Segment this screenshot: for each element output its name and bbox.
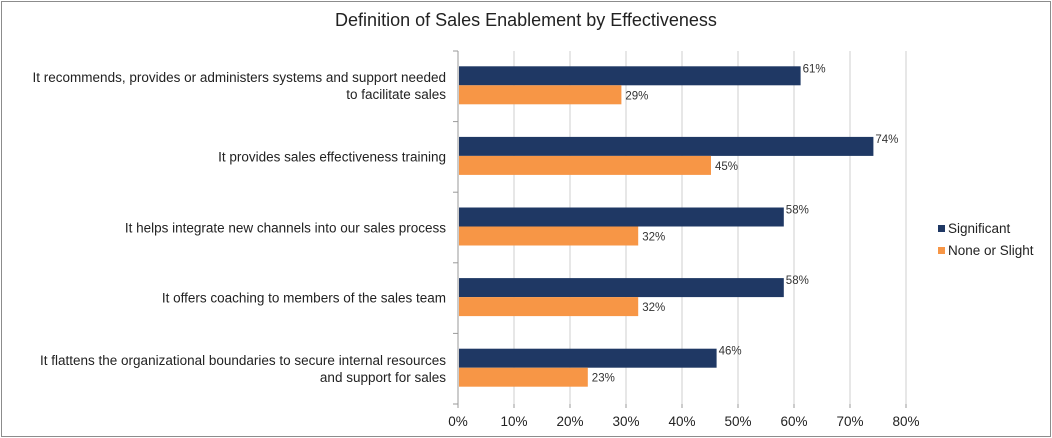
x-tick-label: 30%: [612, 414, 639, 429]
legend: Significant None or Slight: [938, 217, 1034, 261]
x-tick-label: 10%: [500, 414, 527, 429]
data-label: 74%: [875, 134, 898, 146]
bar-significant: [459, 207, 784, 227]
category-label-line: to facilitate sales: [346, 87, 446, 103]
legend-swatch: [938, 224, 945, 232]
category-label: It recommends, provides or administers s…: [33, 69, 446, 103]
bar-significant: [459, 136, 874, 156]
data-label: 58%: [786, 205, 809, 217]
data-label: 45%: [715, 161, 738, 173]
data-label: 32%: [642, 302, 665, 314]
x-tick-label: 50%: [724, 414, 751, 429]
data-label: 46%: [719, 346, 742, 358]
x-tick-label: 20%: [556, 414, 583, 429]
legend-item: Significant: [938, 217, 1034, 239]
legend-label: None or Slight: [948, 242, 1034, 258]
data-label: 58%: [786, 275, 809, 287]
x-tick-label: 80%: [892, 414, 919, 429]
x-tick-label: 40%: [668, 414, 695, 429]
legend-label: Significant: [948, 220, 1011, 236]
x-tick-label: 0%: [448, 414, 468, 429]
category-label: It offers coaching to members of the sal…: [162, 290, 446, 307]
category-label-line: and support for sales: [319, 369, 446, 385]
category-label: It helps integrate new channels into our…: [125, 219, 446, 236]
legend-item: None or Slight: [938, 239, 1034, 261]
bar-none-or-slight: [459, 297, 639, 317]
bar-significant: [459, 348, 717, 368]
bar-significant: [459, 278, 784, 298]
category-label-line: It provides sales effectiveness training: [218, 149, 446, 165]
bar-none-or-slight: [459, 226, 639, 246]
x-tick-label: 60%: [780, 414, 807, 429]
bar-significant: [459, 66, 801, 86]
data-label: 32%: [642, 232, 665, 244]
data-label: 61%: [803, 63, 826, 75]
category-label: It provides sales effectiveness training: [218, 148, 446, 165]
x-tick-label: 70%: [836, 414, 863, 429]
category-label-line: It recommends, provides or administers s…: [32, 70, 446, 86]
bar-none-or-slight: [459, 367, 588, 387]
data-label: 23%: [592, 373, 615, 385]
data-label: 29%: [625, 90, 648, 102]
chart-title: Definition of Sales Enablement by Effect…: [335, 10, 717, 30]
bar-none-or-slight: [459, 85, 622, 105]
bar-none-or-slight: [459, 155, 711, 175]
category-label-line: It helps integrate new channels into our…: [124, 220, 446, 235]
legend-swatch: [938, 246, 945, 254]
category-label-line: It flattens the organizational boundarie…: [40, 352, 446, 368]
category-label: It flattens the organizational boundarie…: [40, 352, 446, 386]
category-label-line: It offers coaching to members of the sal…: [161, 290, 446, 306]
